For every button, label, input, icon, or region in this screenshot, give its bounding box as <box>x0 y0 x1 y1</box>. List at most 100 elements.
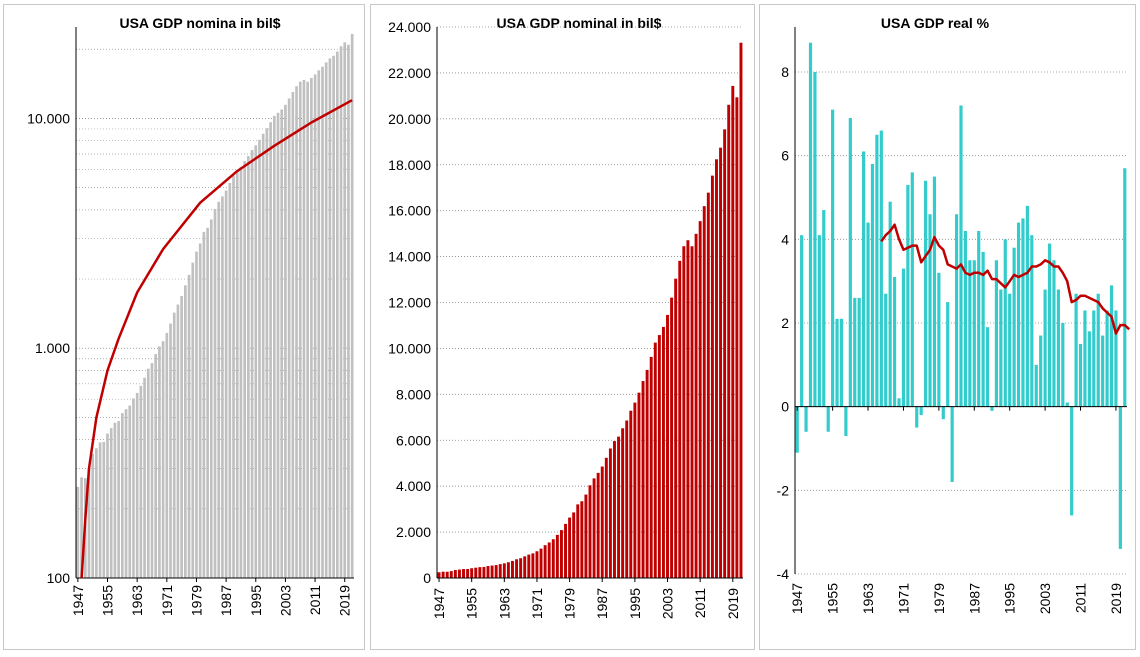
bar <box>180 295 183 578</box>
bar <box>637 392 641 578</box>
bar <box>1012 247 1016 407</box>
bar <box>1070 406 1074 516</box>
y-tick-label: 24.000 <box>388 19 431 35</box>
bar <box>213 208 217 578</box>
bar <box>169 323 172 578</box>
bar <box>523 556 527 578</box>
bar <box>853 297 857 407</box>
x-tick-label: 1963 <box>860 583 876 614</box>
bar <box>613 441 616 578</box>
bar <box>519 558 523 578</box>
trend-line <box>80 99 353 579</box>
bar <box>649 356 653 578</box>
bar <box>280 109 284 578</box>
bar <box>453 570 457 578</box>
bar <box>1047 243 1052 407</box>
y-tick-label: 2.000 <box>396 524 431 540</box>
bar <box>462 569 465 578</box>
bar <box>795 406 799 453</box>
bar <box>117 421 120 578</box>
bar <box>209 219 213 579</box>
x-tick-label: 1955 <box>464 588 480 619</box>
bar <box>1016 222 1021 407</box>
bar <box>706 192 710 578</box>
bar <box>515 559 519 578</box>
bar <box>224 190 228 578</box>
bar <box>284 104 287 579</box>
bar <box>198 243 202 578</box>
bar <box>879 130 883 407</box>
bar <box>813 72 817 407</box>
bar <box>919 406 923 416</box>
bar <box>324 62 328 578</box>
bar <box>657 335 661 578</box>
bar <box>441 571 445 578</box>
bar <box>1056 289 1060 407</box>
bar <box>298 81 302 578</box>
x-tick-label: 1987 <box>218 585 234 616</box>
bar <box>143 377 146 578</box>
bar <box>1034 364 1038 407</box>
bar <box>954 214 959 407</box>
bar <box>946 302 950 407</box>
bar <box>826 406 830 432</box>
x-tick-label: 1995 <box>248 585 264 616</box>
bar <box>702 206 706 579</box>
x-tick-label: 1987 <box>594 588 610 619</box>
bar <box>91 453 95 578</box>
bar <box>600 466 604 578</box>
bar <box>449 571 453 578</box>
bar <box>910 172 914 407</box>
bar <box>629 410 633 578</box>
bar <box>576 504 580 578</box>
chart-panel-real-pct: USA GDP real % -4 -2 0 2 4 6 8 1947 1955 1963 1971 1… <box>759 4 1136 650</box>
bar <box>661 326 665 578</box>
bar <box>113 422 117 578</box>
bar <box>690 246 694 579</box>
bar <box>1109 285 1114 407</box>
x-tick-label: 1963 <box>129 585 145 616</box>
bar <box>870 164 875 407</box>
y-tick-label: 100 <box>47 570 71 586</box>
bar <box>906 184 910 407</box>
y-tick-label: 8.000 <box>396 386 431 402</box>
bar <box>206 227 209 578</box>
bar <box>621 428 625 578</box>
y-tick-label: 1.000 <box>35 340 70 356</box>
bar <box>95 448 98 578</box>
bar <box>1025 205 1029 407</box>
bar <box>106 433 109 578</box>
bar <box>132 398 135 578</box>
bar <box>313 74 317 579</box>
bar <box>295 86 298 579</box>
chart-title: USA GDP real % <box>881 15 990 31</box>
bar <box>176 304 180 578</box>
chart-title: USA GDP nominal in bil$ <box>497 15 662 31</box>
bar <box>87 468 91 578</box>
bar <box>437 572 441 578</box>
bar <box>800 235 804 407</box>
x-tick-label: 1955 <box>825 583 841 614</box>
x-tick-label: 1947 <box>431 588 447 619</box>
bar <box>633 402 637 578</box>
bar <box>247 156 250 578</box>
bar <box>1101 335 1105 407</box>
bar <box>959 105 963 407</box>
x-tick-label: 1947 <box>70 585 86 616</box>
x-tick-label: 1947 <box>789 583 805 614</box>
bar <box>291 91 295 578</box>
bar <box>999 289 1003 407</box>
bar <box>254 145 258 578</box>
bar <box>165 332 169 578</box>
bar <box>120 413 124 578</box>
x-tick-label: 1979 <box>562 588 578 619</box>
bar <box>80 477 83 578</box>
bar <box>653 342 657 578</box>
bar <box>588 485 592 578</box>
x-tick-label: 2019 <box>337 585 353 616</box>
y-tick-label: -2 <box>777 482 790 498</box>
bar <box>1078 343 1083 407</box>
bar <box>901 268 906 407</box>
x-tick-label: 2011 <box>692 588 708 618</box>
bar <box>243 161 246 579</box>
